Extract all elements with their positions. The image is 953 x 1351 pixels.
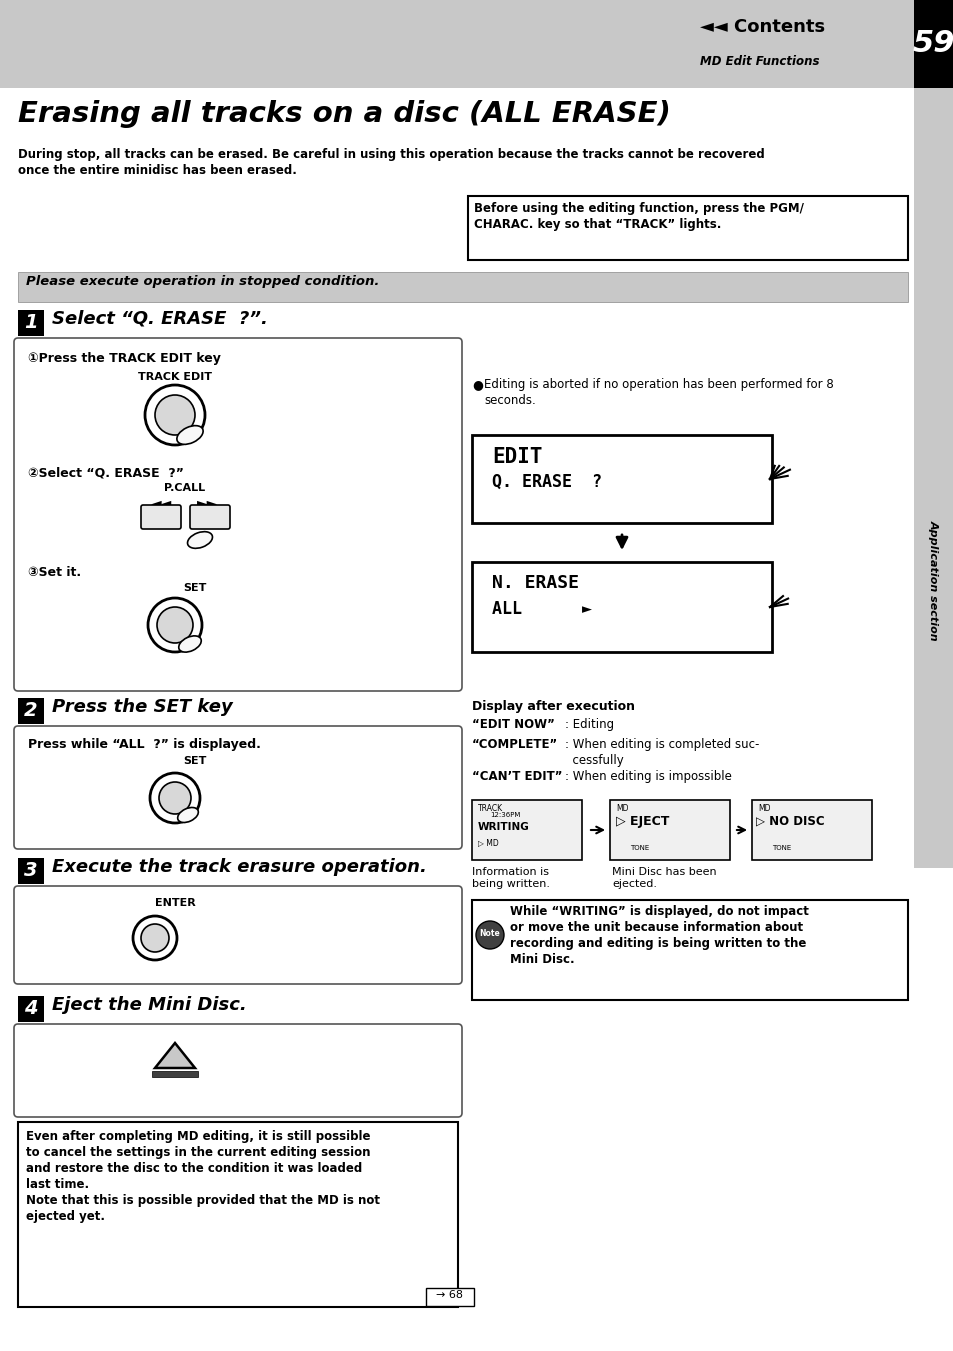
Text: ALL      ►: ALL ► bbox=[492, 600, 592, 617]
Text: Execute the track erasure operation.: Execute the track erasure operation. bbox=[52, 858, 426, 875]
Text: Even after completing MD editing, it is still possible
to cancel the settings in: Even after completing MD editing, it is … bbox=[26, 1129, 379, 1223]
Bar bbox=[609, 800, 729, 861]
Text: During stop, all tracks can be erased. Be careful in using this operation becaus: During stop, all tracks can be erased. B… bbox=[18, 149, 764, 177]
Text: Q. ERASE  ?: Q. ERASE ? bbox=[492, 473, 601, 490]
Text: 3: 3 bbox=[24, 862, 38, 881]
Text: → 68: → 68 bbox=[436, 1290, 463, 1300]
Bar bbox=[472, 800, 581, 861]
Text: Erasing all tracks on a disc (ALL ERASE): Erasing all tracks on a disc (ALL ERASE) bbox=[18, 100, 670, 128]
FancyBboxPatch shape bbox=[14, 1024, 461, 1117]
Text: TONE: TONE bbox=[629, 844, 649, 851]
Bar bbox=[472, 435, 771, 523]
Bar bbox=[913, 88, 953, 867]
Bar bbox=[913, 0, 953, 88]
Bar bbox=[18, 996, 44, 1021]
Text: 2: 2 bbox=[24, 701, 38, 720]
Text: Mini Disc has been
ejected.: Mini Disc has been ejected. bbox=[612, 867, 716, 889]
Text: Select “Q. ERASE  ?”.: Select “Q. ERASE ?”. bbox=[52, 309, 268, 328]
Text: 12:36PM: 12:36PM bbox=[490, 812, 519, 817]
Text: : When editing is impossible: : When editing is impossible bbox=[564, 770, 731, 784]
Bar bbox=[18, 272, 907, 303]
Bar bbox=[18, 1121, 457, 1306]
Text: P.CALL: P.CALL bbox=[164, 484, 205, 493]
Text: SET: SET bbox=[183, 584, 207, 593]
FancyBboxPatch shape bbox=[141, 505, 181, 530]
Text: : When editing is completed suc-
  cessfully: : When editing is completed suc- cessful… bbox=[564, 738, 759, 767]
Text: While “WRITING” is displayed, do not impact
or move the unit because information: While “WRITING” is displayed, do not imp… bbox=[510, 905, 808, 966]
Text: ◄◄: ◄◄ bbox=[152, 496, 172, 509]
Text: ③Set it.: ③Set it. bbox=[28, 566, 81, 580]
Circle shape bbox=[159, 782, 191, 815]
Text: MD Edit Functions: MD Edit Functions bbox=[700, 55, 820, 68]
Ellipse shape bbox=[178, 636, 201, 653]
Circle shape bbox=[154, 394, 194, 435]
Text: 59: 59 bbox=[912, 30, 953, 58]
Ellipse shape bbox=[177, 808, 198, 823]
Ellipse shape bbox=[176, 426, 203, 444]
Text: Before using the editing function, press the PGM/
CHARAC. key so that “TRACK” li: Before using the editing function, press… bbox=[474, 203, 803, 231]
Text: “EDIT NOW”: “EDIT NOW” bbox=[472, 717, 555, 731]
FancyBboxPatch shape bbox=[190, 505, 230, 530]
Text: TRACK EDIT: TRACK EDIT bbox=[138, 372, 212, 382]
Circle shape bbox=[476, 921, 503, 948]
Text: 4: 4 bbox=[24, 1000, 38, 1019]
Ellipse shape bbox=[188, 532, 213, 549]
Text: Eject the Mini Disc.: Eject the Mini Disc. bbox=[52, 996, 247, 1015]
Text: ▷ MD: ▷ MD bbox=[477, 838, 498, 847]
Bar bbox=[152, 1071, 198, 1077]
Text: Information is
being written.: Information is being written. bbox=[472, 867, 550, 889]
Text: Please execute operation in stopped condition.: Please execute operation in stopped cond… bbox=[26, 276, 379, 288]
Text: ●: ● bbox=[472, 378, 482, 390]
Bar bbox=[472, 900, 907, 1000]
Text: Note: Note bbox=[479, 929, 500, 938]
Text: N. ERASE: N. ERASE bbox=[492, 574, 578, 592]
Bar bbox=[472, 562, 771, 653]
Bar bbox=[18, 858, 44, 884]
FancyBboxPatch shape bbox=[14, 886, 461, 984]
Bar bbox=[751, 800, 871, 861]
Text: WRITING: WRITING bbox=[477, 821, 529, 832]
Text: Application section: Application section bbox=[928, 520, 938, 640]
Bar bbox=[18, 698, 44, 724]
Text: 1: 1 bbox=[24, 313, 38, 332]
Text: ENTER: ENTER bbox=[154, 898, 195, 908]
Text: : Editing: : Editing bbox=[564, 717, 614, 731]
Bar bbox=[426, 1288, 474, 1306]
Bar bbox=[468, 196, 907, 259]
Bar bbox=[0, 0, 953, 88]
Text: TONE: TONE bbox=[771, 844, 790, 851]
Text: ◄◄ Contents: ◄◄ Contents bbox=[700, 18, 824, 36]
Bar bbox=[18, 309, 44, 336]
Text: Press while “ALL  ?” is displayed.: Press while “ALL ?” is displayed. bbox=[28, 738, 260, 751]
Text: Press the SET key: Press the SET key bbox=[52, 698, 233, 716]
FancyBboxPatch shape bbox=[14, 338, 461, 690]
Text: TRACK: TRACK bbox=[477, 804, 502, 813]
Text: EDIT: EDIT bbox=[492, 447, 542, 467]
Text: Display after execution: Display after execution bbox=[472, 700, 635, 713]
Text: ▷ NO DISC: ▷ NO DISC bbox=[755, 815, 823, 828]
Polygon shape bbox=[154, 1043, 194, 1069]
Circle shape bbox=[141, 924, 169, 952]
Text: “COMPLETE”: “COMPLETE” bbox=[472, 738, 558, 751]
Text: ▷ EJECT: ▷ EJECT bbox=[616, 815, 669, 828]
Text: ①Press the TRACK EDIT key: ①Press the TRACK EDIT key bbox=[28, 353, 221, 365]
Text: MD: MD bbox=[616, 804, 628, 813]
Text: “CAN’T EDIT”: “CAN’T EDIT” bbox=[472, 770, 562, 784]
FancyBboxPatch shape bbox=[14, 725, 461, 848]
Text: ►►: ►► bbox=[197, 496, 218, 509]
Text: Editing is aborted if no operation has been performed for 8
seconds.: Editing is aborted if no operation has b… bbox=[483, 378, 833, 407]
Circle shape bbox=[157, 607, 193, 643]
Text: ②Select “Q. ERASE  ?”: ②Select “Q. ERASE ?” bbox=[28, 466, 184, 480]
Text: SET: SET bbox=[183, 757, 207, 766]
Text: MD: MD bbox=[758, 804, 770, 813]
